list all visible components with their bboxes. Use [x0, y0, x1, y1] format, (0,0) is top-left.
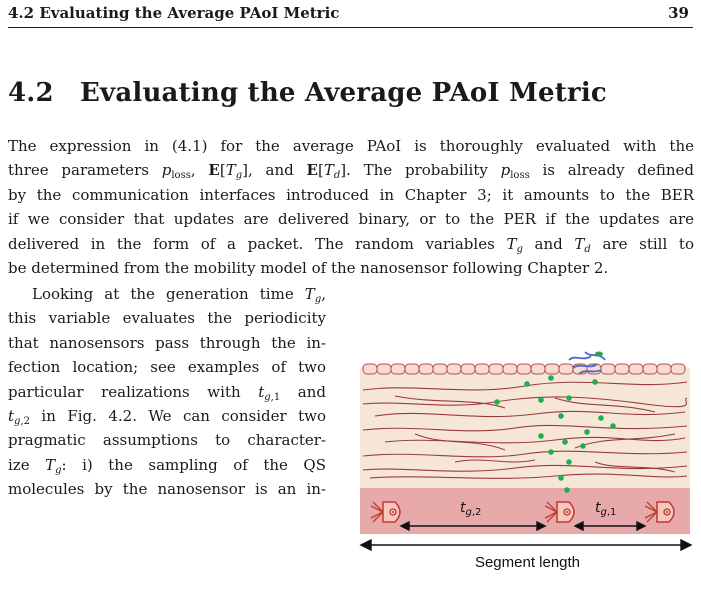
para2-line-9: molecules by the nanosensor is an in-: [8, 480, 326, 499]
section-title-text: Evaluating the Average PAoI Metric: [80, 78, 607, 108]
bacteria-icon: [568, 351, 606, 375]
bacteria-green-icon: [595, 351, 603, 357]
section-number: 4.2: [8, 78, 54, 108]
running-header: 4.2 Evaluating the Average PAoI Metric 3…: [8, 2, 693, 26]
tissue-illustration: [359, 351, 693, 552]
section-title: 4.2 Evaluating the Average PAoI Metric: [8, 78, 607, 108]
nanosensor-icon-left: [370, 501, 401, 523]
para2-line-8: ize Tg: i) the sampling of the QS: [8, 455, 326, 476]
para2-line-1: Looking at the generation time Tg,: [32, 285, 326, 305]
tg2-label: tg,2: [460, 500, 482, 518]
para1-line-4: if we consider that updates are delivere…: [8, 210, 694, 229]
header-rule: [8, 27, 693, 28]
tg1-arrow: [573, 520, 647, 532]
tg1-label: tg,1: [595, 500, 617, 518]
paragraph-2: Looking at the generation time Tg, this …: [8, 282, 326, 502]
epithelial-cells: [362, 363, 686, 375]
tg2-arrow: [399, 520, 547, 532]
segment-length-label: Segment length: [474, 554, 581, 571]
para1-line-3: by the communication interfaces introduc…: [8, 185, 694, 204]
paragraph-1: The expression in (4.1) for the average …: [8, 134, 694, 280]
para2-line-4: fection location; see examples of two: [8, 358, 326, 377]
nanosensor-icon-right: [644, 501, 675, 523]
para2-line-3: that nanosensors pass through the in-: [8, 333, 326, 352]
page-number: 39: [668, 4, 689, 22]
para2-line-2: this variable evaluates the periodicity: [8, 309, 326, 328]
nanosensor-icon-middle: [544, 501, 575, 523]
para1-line-1: The expression in (4.1) for the average …: [8, 137, 694, 155]
para1-line-5: delivered in the form of a packet. The r…: [8, 234, 694, 255]
qs-molecules: [494, 375, 616, 493]
running-title: 4.2 Evaluating the Average PAoI Metric: [8, 4, 340, 22]
para1-line-2: three parameters ploss, E[Tg], and E[Td]…: [8, 161, 694, 182]
tissue-figure: tg,2 tg,1 Segment length: [355, 338, 700, 588]
para2-line-6: tg,2 in Fig. 4.2. We can consider two: [8, 407, 326, 428]
para2-line-7: pragmatic assumptions to character-: [8, 431, 326, 450]
segment-length-arrow: [359, 538, 693, 552]
para2-line-5: particular realizations with tg,1 and: [8, 382, 326, 403]
tissue-fibers: [362, 381, 688, 479]
para1-line-6: be determined from the mobility model of…: [8, 259, 609, 278]
